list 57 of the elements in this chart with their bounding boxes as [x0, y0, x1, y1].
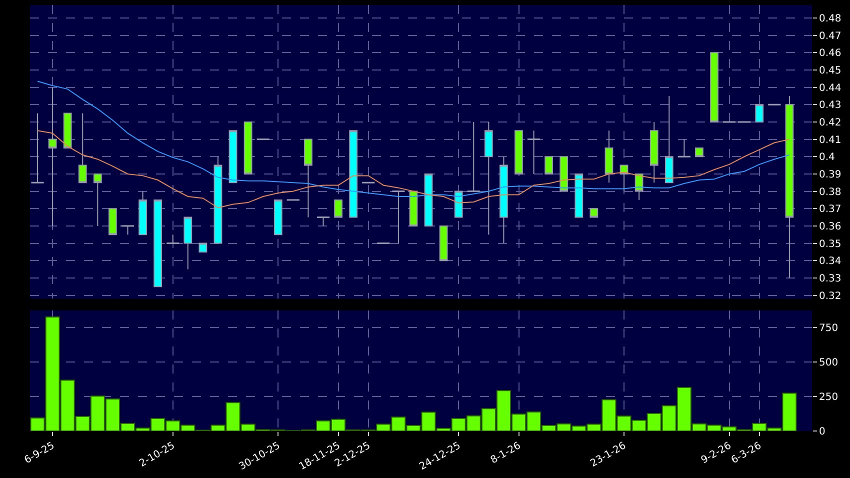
candlestick [560, 156, 568, 192]
candlestick [214, 156, 222, 244]
candlestick [590, 208, 598, 218]
candlestick [154, 199, 162, 288]
candlestick [710, 52, 718, 122]
y-tick-label: 0.42 [819, 117, 842, 128]
y-tick-label: 0.4 [819, 152, 835, 164]
y-tick-label: 0 [819, 426, 826, 438]
y-tick-label: 0.37 [819, 204, 842, 216]
candlestick [695, 147, 704, 158]
y-tick-label: 0.47 [819, 30, 842, 42]
candlestick [304, 138, 312, 218]
candlestick [785, 95, 794, 278]
candlestick [604, 130, 614, 184]
candlestick [334, 199, 342, 218]
candlestick [198, 242, 208, 252]
candlestick [244, 121, 252, 174]
candlestick [228, 130, 238, 184]
candlestick [574, 173, 584, 218]
y-tick-label: 0.41 [819, 134, 842, 146]
candlestick [664, 95, 674, 184]
candlestick [63, 112, 72, 148]
y-tick-label: 0.38 [819, 186, 842, 198]
y-tick-label: 0.36 [819, 221, 842, 232]
candlestick [454, 190, 463, 218]
y-tick-label: 0.35 [819, 238, 842, 250]
candlestick [544, 156, 554, 174]
y-tick-label: 0.34 [819, 256, 842, 268]
candlestick [274, 199, 282, 236]
y-tick-label: 0.46 [819, 48, 842, 60]
y-tick-label: 0.32 [819, 290, 842, 302]
candlestick [349, 130, 358, 218]
candlestick [500, 156, 508, 244]
y-tick-label: 500 [819, 358, 838, 369]
candlestick [439, 225, 448, 262]
line-series [37, 130, 790, 208]
candlestick [755, 104, 764, 122]
y-tick-label: 0.39 [819, 169, 842, 180]
candlestick [484, 121, 493, 236]
line-series [37, 80, 790, 197]
y-tick-label: 0.33 [819, 273, 842, 284]
y-tick-label: 750 [819, 323, 838, 334]
candlestick [184, 216, 192, 270]
y-tick-label: 0.43 [819, 100, 842, 112]
candlestick [650, 121, 658, 184]
candlestick [620, 164, 628, 192]
candlestick [138, 190, 147, 236]
y-tick-label: 0.45 [819, 65, 842, 76]
candlestick [78, 112, 87, 184]
candlestick [514, 130, 523, 174]
y-tick-label: 0.44 [819, 82, 842, 94]
y-tick-label: 250 [819, 392, 838, 404]
y-tick-label: 0.48 [819, 14, 842, 24]
candlestick [93, 173, 102, 226]
candlestick [108, 208, 117, 236]
candlestick [409, 190, 418, 226]
candlestick [424, 173, 433, 226]
